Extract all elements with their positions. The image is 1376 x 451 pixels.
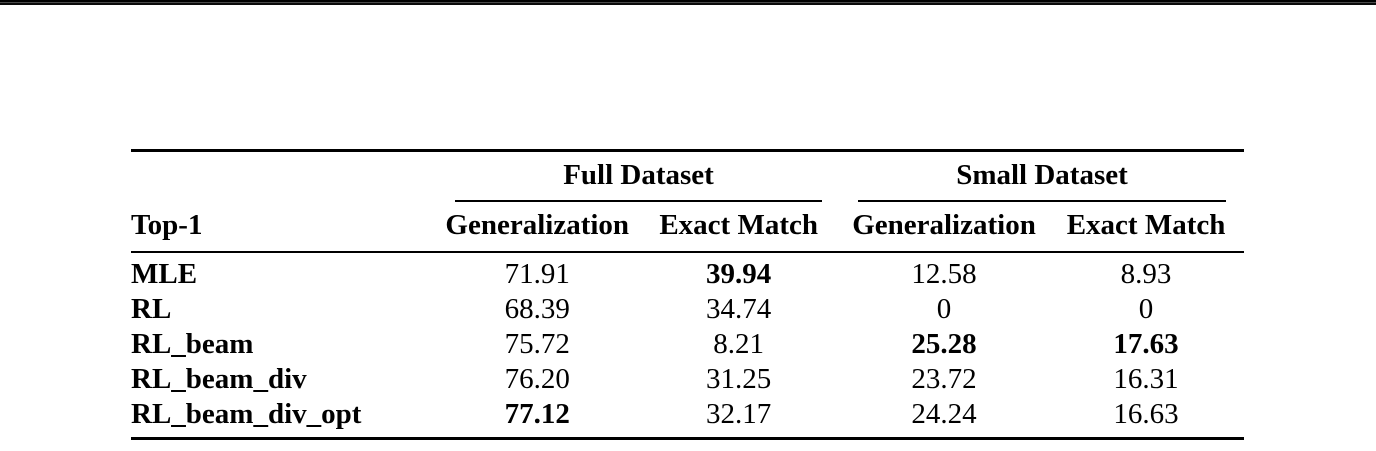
cell-value: 31.25 xyxy=(706,363,772,395)
table-body: MLE 71.91 39.94 12.58 8.93 RL 68.39 34.74 0 0 RL_b… xyxy=(131,252,1244,439)
cell-value: 23.72 xyxy=(911,363,977,395)
table-row: RL_beam_div_opt 77.12 32.17 24.24 16.63 xyxy=(131,397,1244,439)
cell-value: 12.58 xyxy=(911,258,977,290)
column-header-row: Top-1 Generalization Exact Match General… xyxy=(131,202,1244,253)
page-top-rule xyxy=(0,0,1376,5)
table-header: Full Dataset Small Dataset Top-1 General… xyxy=(131,151,1244,253)
column-header-exact-match-small: Exact Match xyxy=(1048,202,1244,253)
row-label-header: Top-1 xyxy=(131,202,438,253)
cell-value: 32.17 xyxy=(706,398,772,430)
group-header-full-dataset: Full Dataset xyxy=(437,151,840,202)
cell-value: 34.74 xyxy=(706,293,772,325)
group-label-small: Small Dataset xyxy=(956,159,1128,191)
cell-value: 17.63 xyxy=(1113,328,1179,360)
row-label: RL_beam_div_opt xyxy=(131,398,362,430)
row-label: RL xyxy=(131,293,172,325)
table-row: MLE 71.91 39.94 12.58 8.93 xyxy=(131,252,1244,292)
row-label: MLE xyxy=(131,258,198,290)
group-underline-small: Small Dataset xyxy=(857,152,1226,202)
group-underline-full: Full Dataset xyxy=(455,152,822,202)
cell-value: 16.63 xyxy=(1113,398,1179,430)
cell-value: 8.21 xyxy=(713,328,765,360)
column-header-generalization-small: Generalization xyxy=(839,202,1049,253)
cell-value: 39.94 xyxy=(706,258,772,290)
cell-value: 25.28 xyxy=(911,328,977,360)
cell-value: 75.72 xyxy=(504,328,570,360)
cell-value: 77.12 xyxy=(504,398,570,430)
column-header-exact-match-full: Exact Match xyxy=(637,202,840,253)
cell-value: 24.24 xyxy=(911,398,977,430)
table-row: RL_beam_div 76.20 31.25 23.72 16.31 xyxy=(131,362,1244,397)
cell-value: 76.20 xyxy=(504,363,570,395)
column-header-generalization-full: Generalization xyxy=(437,202,638,253)
cell-value: 0 xyxy=(936,293,952,325)
row-label: RL_beam_div xyxy=(131,363,307,395)
cell-value: 16.31 xyxy=(1113,363,1179,395)
results-table: Full Dataset Small Dataset Top-1 General… xyxy=(131,149,1244,440)
row-label: RL_beam xyxy=(131,328,254,360)
results-table-container: Full Dataset Small Dataset Top-1 General… xyxy=(131,149,1244,440)
group-label-full: Full Dataset xyxy=(563,159,714,191)
group-header-small-dataset: Small Dataset xyxy=(840,151,1244,202)
group-header-row: Full Dataset Small Dataset xyxy=(131,151,1244,203)
cell-value: 0 xyxy=(1138,293,1154,325)
cell-value: 8.93 xyxy=(1120,258,1172,290)
cell-value: 68.39 xyxy=(504,293,570,325)
table-row: RL 68.39 34.74 0 0 xyxy=(131,292,1244,327)
cell-value: 71.91 xyxy=(504,258,570,290)
corner-cell xyxy=(131,151,437,203)
table-row: RL_beam 75.72 8.21 25.28 17.63 xyxy=(131,327,1244,362)
